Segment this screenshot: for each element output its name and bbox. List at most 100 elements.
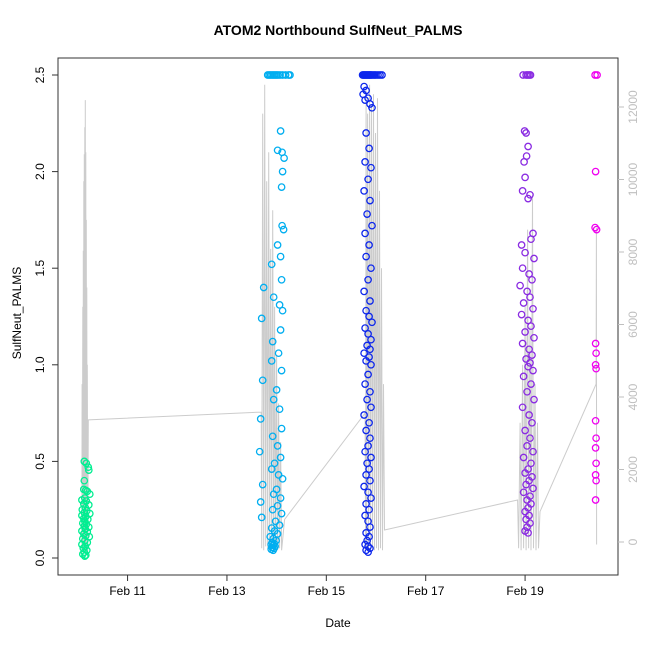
y-left-tick-label: 2.0 [33, 163, 47, 180]
data-point [591, 444, 600, 452]
plot-border [57, 57, 619, 576]
data-point [521, 426, 529, 435]
data-point [366, 387, 374, 396]
data-point [529, 366, 537, 375]
data-point [273, 442, 282, 450]
data-point [278, 221, 286, 230]
data-point [527, 380, 535, 388]
data-point [80, 476, 89, 485]
data-point [530, 254, 538, 263]
data-point [273, 146, 282, 155]
data-point [592, 349, 600, 358]
data-point [255, 447, 264, 456]
data-point [523, 442, 531, 450]
y-right-tick-label: 0 [626, 538, 640, 545]
data-point [367, 360, 375, 369]
data-point [528, 275, 536, 284]
data-point [276, 453, 285, 462]
data-point [521, 328, 529, 336]
data-point [367, 403, 375, 412]
data-point [257, 314, 266, 323]
data-point [268, 337, 277, 346]
data-point [523, 387, 531, 396]
data-point [366, 476, 374, 485]
data-point [360, 349, 368, 358]
data-point [591, 496, 600, 504]
data-point [84, 466, 93, 474]
data-point [365, 465, 373, 473]
data-point [78, 496, 86, 504]
x-tick-label: Feb 11 [109, 584, 146, 598]
y-left-tick-label: 1.5 [33, 260, 47, 277]
data-point [258, 376, 267, 385]
data-point [517, 241, 526, 249]
data-point [362, 129, 370, 137]
data-point [527, 235, 535, 244]
data-point [522, 129, 530, 137]
data-point [364, 175, 372, 184]
data-point [530, 395, 538, 404]
data-point [274, 349, 283, 358]
data-point [367, 494, 375, 502]
data-point [364, 488, 372, 497]
data-point [592, 225, 601, 234]
data-point [365, 144, 373, 153]
data-point [273, 501, 282, 510]
data-point [523, 496, 531, 504]
data-point [521, 173, 529, 182]
data-point [256, 498, 265, 506]
data-point [368, 221, 376, 230]
data-point [529, 484, 537, 493]
data-point [367, 335, 375, 344]
data-point [378, 71, 386, 79]
data-point [519, 453, 528, 462]
data-point [364, 370, 372, 379]
data-point [367, 163, 375, 172]
data-point [520, 127, 529, 135]
data-point [364, 548, 372, 557]
data-point [530, 333, 538, 342]
data-point [281, 71, 290, 79]
data-point [516, 281, 524, 290]
data-point [360, 82, 368, 91]
data-point [524, 194, 532, 203]
data-point [278, 474, 287, 483]
data-point [80, 552, 89, 560]
data-point [360, 187, 368, 195]
x-tick-label: Feb 13 [208, 584, 246, 598]
data-point [361, 511, 369, 520]
data-point [592, 364, 600, 373]
data-point [524, 362, 532, 371]
data-point [276, 71, 284, 79]
data-point [361, 229, 369, 238]
data-point [524, 142, 532, 151]
data-point [280, 154, 288, 162]
y-left-tick-label: 0.5 [33, 453, 47, 470]
data-point [366, 544, 374, 553]
data-point [519, 299, 528, 307]
y-left-tick-label: 1.0 [33, 356, 47, 373]
data-point [276, 127, 285, 135]
data-point [521, 507, 529, 516]
x-axis-title: Date [325, 616, 351, 630]
data-point [593, 71, 601, 79]
data-point [275, 521, 284, 530]
data-point [522, 480, 530, 489]
data-point [366, 345, 374, 354]
data-point [518, 187, 527, 195]
data-point [527, 459, 535, 468]
data-point [518, 403, 527, 412]
data-point [591, 416, 600, 425]
data-point [522, 515, 530, 524]
data-point [362, 546, 370, 555]
chart-title: ATOM2 Northbound SulfNeut_PALMS [213, 22, 463, 38]
data-point [361, 447, 369, 456]
data-point [362, 252, 370, 261]
data-point [362, 306, 370, 315]
data-point [362, 471, 370, 479]
data-point [526, 293, 534, 302]
data-point [272, 386, 281, 394]
data-point [520, 158, 528, 166]
data-point [518, 264, 527, 273]
